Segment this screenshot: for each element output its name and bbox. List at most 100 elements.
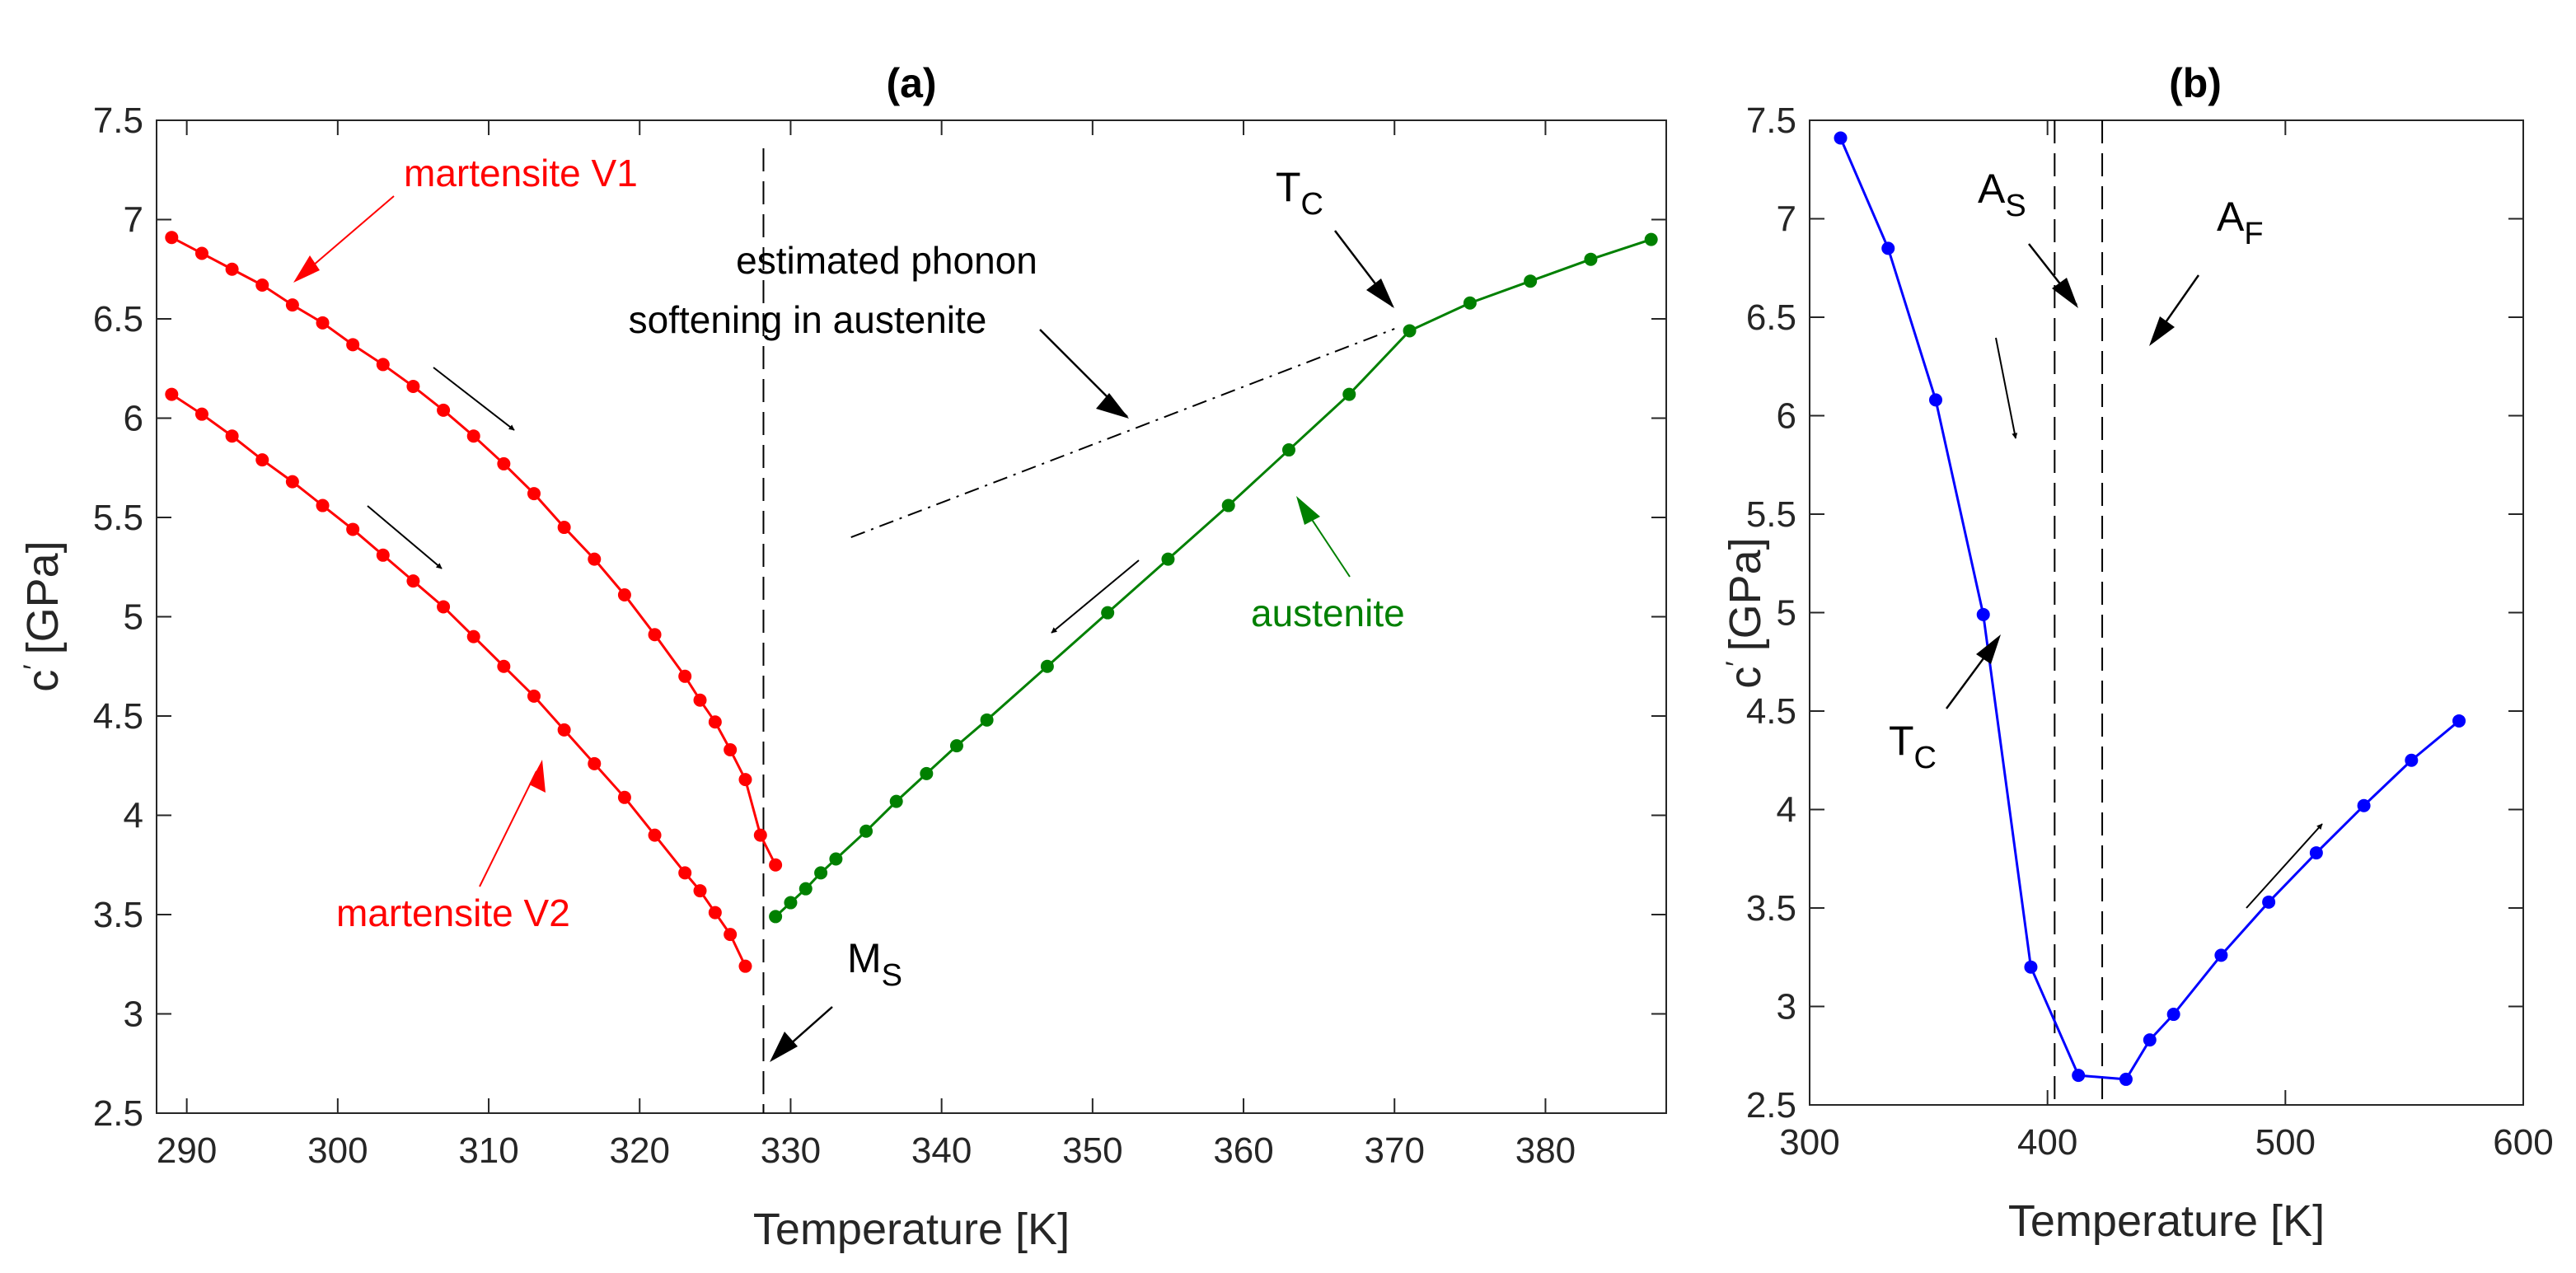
- data-point: [2357, 798, 2371, 812]
- martensite-v2-arrowhead: [529, 760, 546, 793]
- tc-label-b: TC: [1889, 718, 1937, 775]
- data-point: [1463, 296, 1477, 310]
- data-point: [1524, 274, 1538, 288]
- data-point: [693, 693, 707, 707]
- y-tick-label: 4: [1777, 790, 1796, 831]
- panel-a-y-label-main: c: [18, 670, 68, 692]
- trend-arrow-austenite: [1051, 559, 1140, 634]
- x-tick-label: 330: [761, 1130, 821, 1171]
- y-tick-label: 6.5: [1746, 297, 1796, 338]
- x-tick-label: 290: [157, 1130, 217, 1171]
- tc-arrowhead-a: [1366, 278, 1394, 308]
- data-point: [466, 429, 480, 443]
- data-point: [829, 852, 843, 866]
- data-point: [814, 866, 828, 880]
- data-point: [738, 773, 752, 787]
- data-point: [1403, 324, 1417, 338]
- y-tick-label: 7.5: [93, 101, 143, 141]
- data-point: [949, 739, 963, 753]
- y-tick-label: 5.5: [93, 498, 143, 538]
- y-tick-label: 7.5: [1746, 101, 1796, 141]
- x-tick-label: 300: [1779, 1122, 1839, 1163]
- data-point: [678, 669, 692, 683]
- data-point: [588, 552, 602, 566]
- data-point: [194, 246, 208, 260]
- data-point: [784, 896, 798, 910]
- data-point: [285, 298, 299, 312]
- panel-b-y-label-main: c: [1721, 667, 1770, 689]
- y-tick-label: 6: [124, 399, 143, 439]
- panel-b-y-ticks: 2.5 3 3.5 4 4.5 5 5.5 6 6.5 7 7.5: [1746, 101, 2523, 1126]
- tc-arrowhead-b: [1976, 634, 2001, 664]
- panel-a-x-label: Temperature [K]: [753, 1205, 1070, 1254]
- af-label-sub: F: [2244, 217, 2263, 251]
- panel-a-y-label: c′ [GPa]: [18, 541, 68, 691]
- panel-b-x-label: Temperature [K]: [2008, 1196, 2325, 1246]
- martensite-v1-arrowhead: [293, 255, 320, 283]
- as-label-sub: S: [2005, 189, 2026, 223]
- y-tick-label: 3: [124, 995, 143, 1035]
- data-point: [1040, 659, 1054, 673]
- data-point: [165, 387, 179, 401]
- ms-arrowhead: [770, 1032, 798, 1062]
- y-tick-label: 4.5: [1746, 691, 1796, 732]
- data-point: [769, 858, 783, 872]
- panel-a-y-label-unit: [GPa]: [18, 541, 68, 654]
- x-tick-label: 340: [911, 1130, 972, 1171]
- data-point: [557, 723, 571, 737]
- data-point: [724, 928, 738, 942]
- ms-label: MS: [847, 935, 902, 993]
- x-tick-label: 370: [1365, 1130, 1425, 1171]
- data-point: [255, 278, 269, 293]
- panel-a-x-ticks: 290 300 310 320 330 340 350 360 370 380: [157, 120, 1576, 1171]
- data-point: [2072, 1069, 2086, 1083]
- y-tick-label: 3: [1777, 987, 1796, 1027]
- panel-a-title: (a): [886, 60, 936, 106]
- y-tick-label: 5.5: [1746, 494, 1796, 535]
- data-point: [497, 659, 511, 673]
- trend-arrow-v1: [433, 367, 515, 431]
- panel-a: 290 300 310 320 330 340 350 360 370 380 2.5 3 3.5 4 4…: [18, 60, 1667, 1254]
- panel-a-y-label-prime: ′: [18, 664, 49, 669]
- y-tick-label: 3.5: [1746, 888, 1796, 929]
- data-point: [859, 824, 873, 838]
- data-point: [708, 906, 722, 920]
- tc-label-b-main: T: [1889, 718, 1914, 764]
- data-point: [753, 828, 767, 842]
- martensite-v1-arrow: [301, 195, 395, 276]
- data-point: [194, 407, 208, 421]
- data-point: [466, 629, 480, 644]
- panel-a-series: [165, 231, 1658, 973]
- y-tick-label: 6.5: [93, 299, 143, 339]
- y-tick-label: 2.5: [1746, 1085, 1796, 1126]
- y-tick-label: 5: [1777, 593, 1796, 634]
- x-tick-label: 300: [307, 1130, 368, 1171]
- x-tick-label: 400: [2017, 1122, 2077, 1163]
- data-point: [437, 403, 451, 417]
- af-label-main: A: [2217, 194, 2245, 240]
- data-point: [889, 794, 903, 808]
- austenite-arrowhead: [1296, 496, 1320, 525]
- panel-b-x-ticks: 300 400 500 600: [1779, 120, 2554, 1163]
- data-point: [1881, 241, 1895, 255]
- data-point: [648, 628, 662, 642]
- tc-label-a-sub: C: [1301, 187, 1323, 222]
- data-point: [437, 600, 451, 614]
- data-point: [2143, 1033, 2157, 1047]
- ms-label-main: M: [847, 935, 882, 981]
- y-tick-label: 7: [124, 200, 143, 241]
- data-point: [693, 884, 707, 898]
- y-tick-label: 6: [1777, 396, 1796, 437]
- x-tick-label: 350: [1062, 1130, 1122, 1171]
- panel-b-title: (b): [2169, 60, 2222, 106]
- data-point: [617, 587, 631, 601]
- as-arrowhead: [2052, 278, 2078, 308]
- data-point: [1976, 607, 1990, 621]
- panel-b-y-label-prime: ′: [1721, 661, 1752, 666]
- data-point: [769, 910, 783, 924]
- data-point: [920, 766, 934, 780]
- panel-a-y-ticks: 2.5 3 3.5 4 4.5 5 5.5 6 6.5 7 7.5: [93, 101, 1666, 1134]
- martensite-v1-label: martensite V1: [404, 152, 638, 194]
- tc-label-b-sub: C: [1914, 741, 1937, 775]
